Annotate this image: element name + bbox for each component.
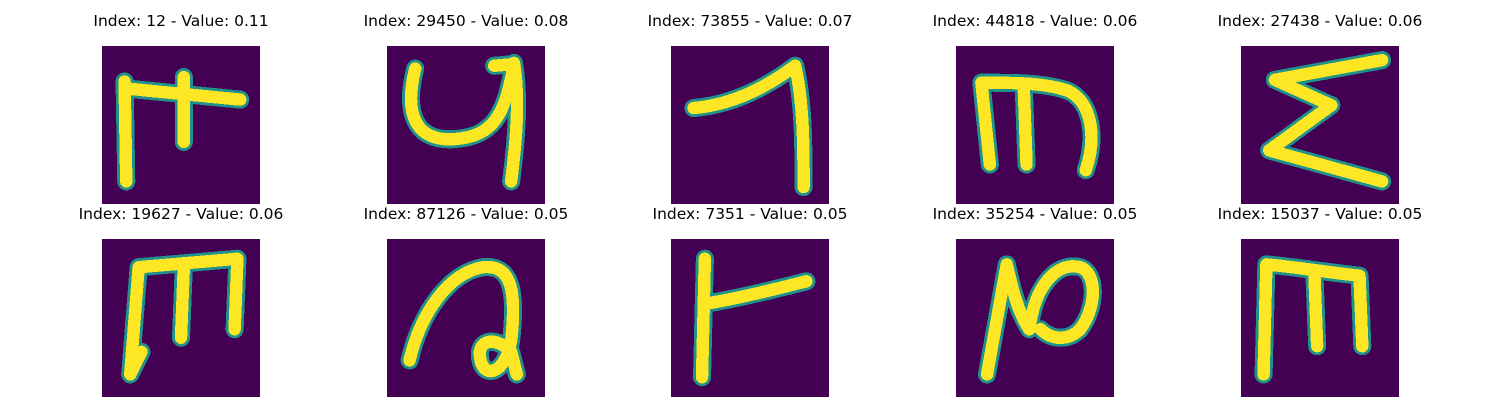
glyph-stroke <box>972 73 1101 180</box>
panel-title: Index: 44818 - Value: 0.06 <box>932 12 1138 30</box>
glyph-stroke <box>693 249 816 387</box>
glyph-image <box>387 46 545 204</box>
glyph-stroke <box>684 56 813 197</box>
panel-title: Index: 29450 - Value: 0.08 <box>363 12 569 30</box>
glyph-image <box>956 46 1114 204</box>
glyph-stroke-core <box>695 252 712 384</box>
glyph-stroke <box>400 258 526 384</box>
glyph-stroke-core <box>124 261 191 381</box>
panel-10: Index: 15037 - Value: 0.05 <box>1218 205 1422 397</box>
panel-title: Index: 15037 - Value: 0.05 <box>1217 205 1423 223</box>
panel-8: Index: 7351 - Value: 0.05 <box>653 205 847 397</box>
glyph-stroke-core <box>403 260 523 381</box>
glyph-stroke <box>1254 255 1372 384</box>
glyph-image <box>671 239 829 397</box>
glyph-stroke-core <box>404 56 524 188</box>
glyph-stroke-core <box>975 76 1098 177</box>
glyph-stroke-core <box>488 57 521 72</box>
panel-title: Index: 19627 - Value: 0.06 <box>78 205 284 223</box>
glyph-image <box>387 239 545 397</box>
panel-9: Index: 35254 - Value: 0.05 <box>933 205 1137 397</box>
glyph-stroke <box>115 68 250 191</box>
glyph-stroke-core <box>1308 266 1324 353</box>
glyph-image <box>1241 46 1399 204</box>
panel-title: Index: 12 - Value: 0.11 <box>93 12 269 30</box>
glyph-image <box>1241 239 1399 397</box>
glyph-image <box>102 239 260 397</box>
glyph-image <box>671 46 829 204</box>
panel-title: Index: 7351 - Value: 0.05 <box>652 205 848 223</box>
glyph-image <box>102 46 260 204</box>
panel-1: Index: 12 - Value: 0.11 <box>93 12 269 204</box>
glyph-stroke-core <box>1017 79 1033 171</box>
glyph-stroke <box>121 249 247 384</box>
panel-5: Index: 27438 - Value: 0.06 <box>1218 12 1422 204</box>
glyph-stroke-core <box>118 70 247 188</box>
glyph-stroke <box>978 255 1102 384</box>
panel-7: Index: 87126 - Value: 0.05 <box>364 205 568 397</box>
panel-3: Index: 73855 - Value: 0.07 <box>648 12 852 204</box>
glyph-stroke-core <box>687 59 810 194</box>
panel-2: Index: 29450 - Value: 0.08 <box>364 12 568 204</box>
glyph-image <box>956 239 1114 397</box>
panel-title: Index: 73855 - Value: 0.07 <box>647 12 853 30</box>
panel-6: Index: 19627 - Value: 0.06 <box>79 205 283 397</box>
panel-title: Index: 35254 - Value: 0.05 <box>932 205 1138 223</box>
panel-title: Index: 87126 - Value: 0.05 <box>363 205 569 223</box>
panel-title: Index: 27438 - Value: 0.06 <box>1217 12 1423 30</box>
glyph-stroke <box>402 53 527 191</box>
glyph-stroke <box>1260 51 1392 191</box>
glyph-stroke-core <box>1263 53 1389 188</box>
panel-4: Index: 44818 - Value: 0.06 <box>933 12 1137 204</box>
glyph-stroke-core <box>980 258 1099 381</box>
glyph-stroke-core <box>698 275 813 311</box>
